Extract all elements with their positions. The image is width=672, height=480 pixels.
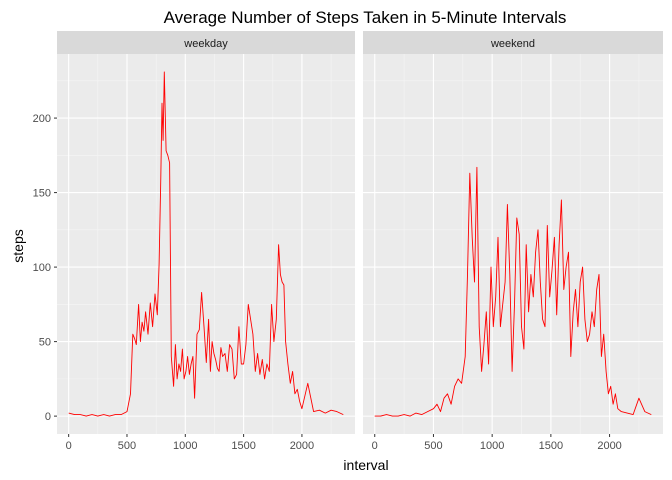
x-tick-label: 0 — [66, 440, 72, 452]
x-tick-label: 1500 — [231, 440, 255, 452]
series-line-weekday — [68, 71, 344, 417]
facet-strip-label: weekend — [490, 38, 535, 50]
facet-strip — [57, 31, 355, 54]
y-tick-label: 100 — [33, 262, 51, 274]
x-tick-label: 2000 — [597, 440, 621, 452]
y-tick-label: 50 — [39, 337, 51, 349]
x-tick-label: 2000 — [290, 440, 314, 452]
x-tick-label: 1000 — [480, 440, 504, 452]
panel-background — [363, 54, 663, 434]
x-tick-label: 500 — [118, 440, 136, 452]
x-tick-label: 1000 — [173, 440, 197, 452]
facet-panels: weekday 0 500 1000 1500 2000 0 50 100 150 200 weeke… — [33, 31, 663, 452]
y-axis-title: steps — [10, 229, 26, 262]
chart-title: Average Number of Steps Taken in 5-Minut… — [164, 8, 567, 27]
y-tick-label: 150 — [33, 188, 51, 200]
facet-strip — [363, 31, 663, 54]
x-tick-label: 0 — [372, 440, 378, 452]
facet-strip-label: weekday — [183, 38, 228, 50]
x-axis-title: interval — [343, 457, 388, 473]
y-tick-label: 200 — [33, 113, 51, 125]
x-tick-label: 1500 — [539, 440, 563, 452]
facet-weekday: weekday 0 500 1000 1500 2000 0 50 100 150 200 — [33, 31, 355, 452]
series-line-weekend — [374, 166, 652, 417]
x-tick-label: 500 — [424, 440, 442, 452]
facet-weekend: weekend 0 500 1000 1500 2000 — [363, 31, 663, 452]
panel-background — [57, 54, 355, 434]
y-tick-label: 0 — [45, 411, 51, 423]
